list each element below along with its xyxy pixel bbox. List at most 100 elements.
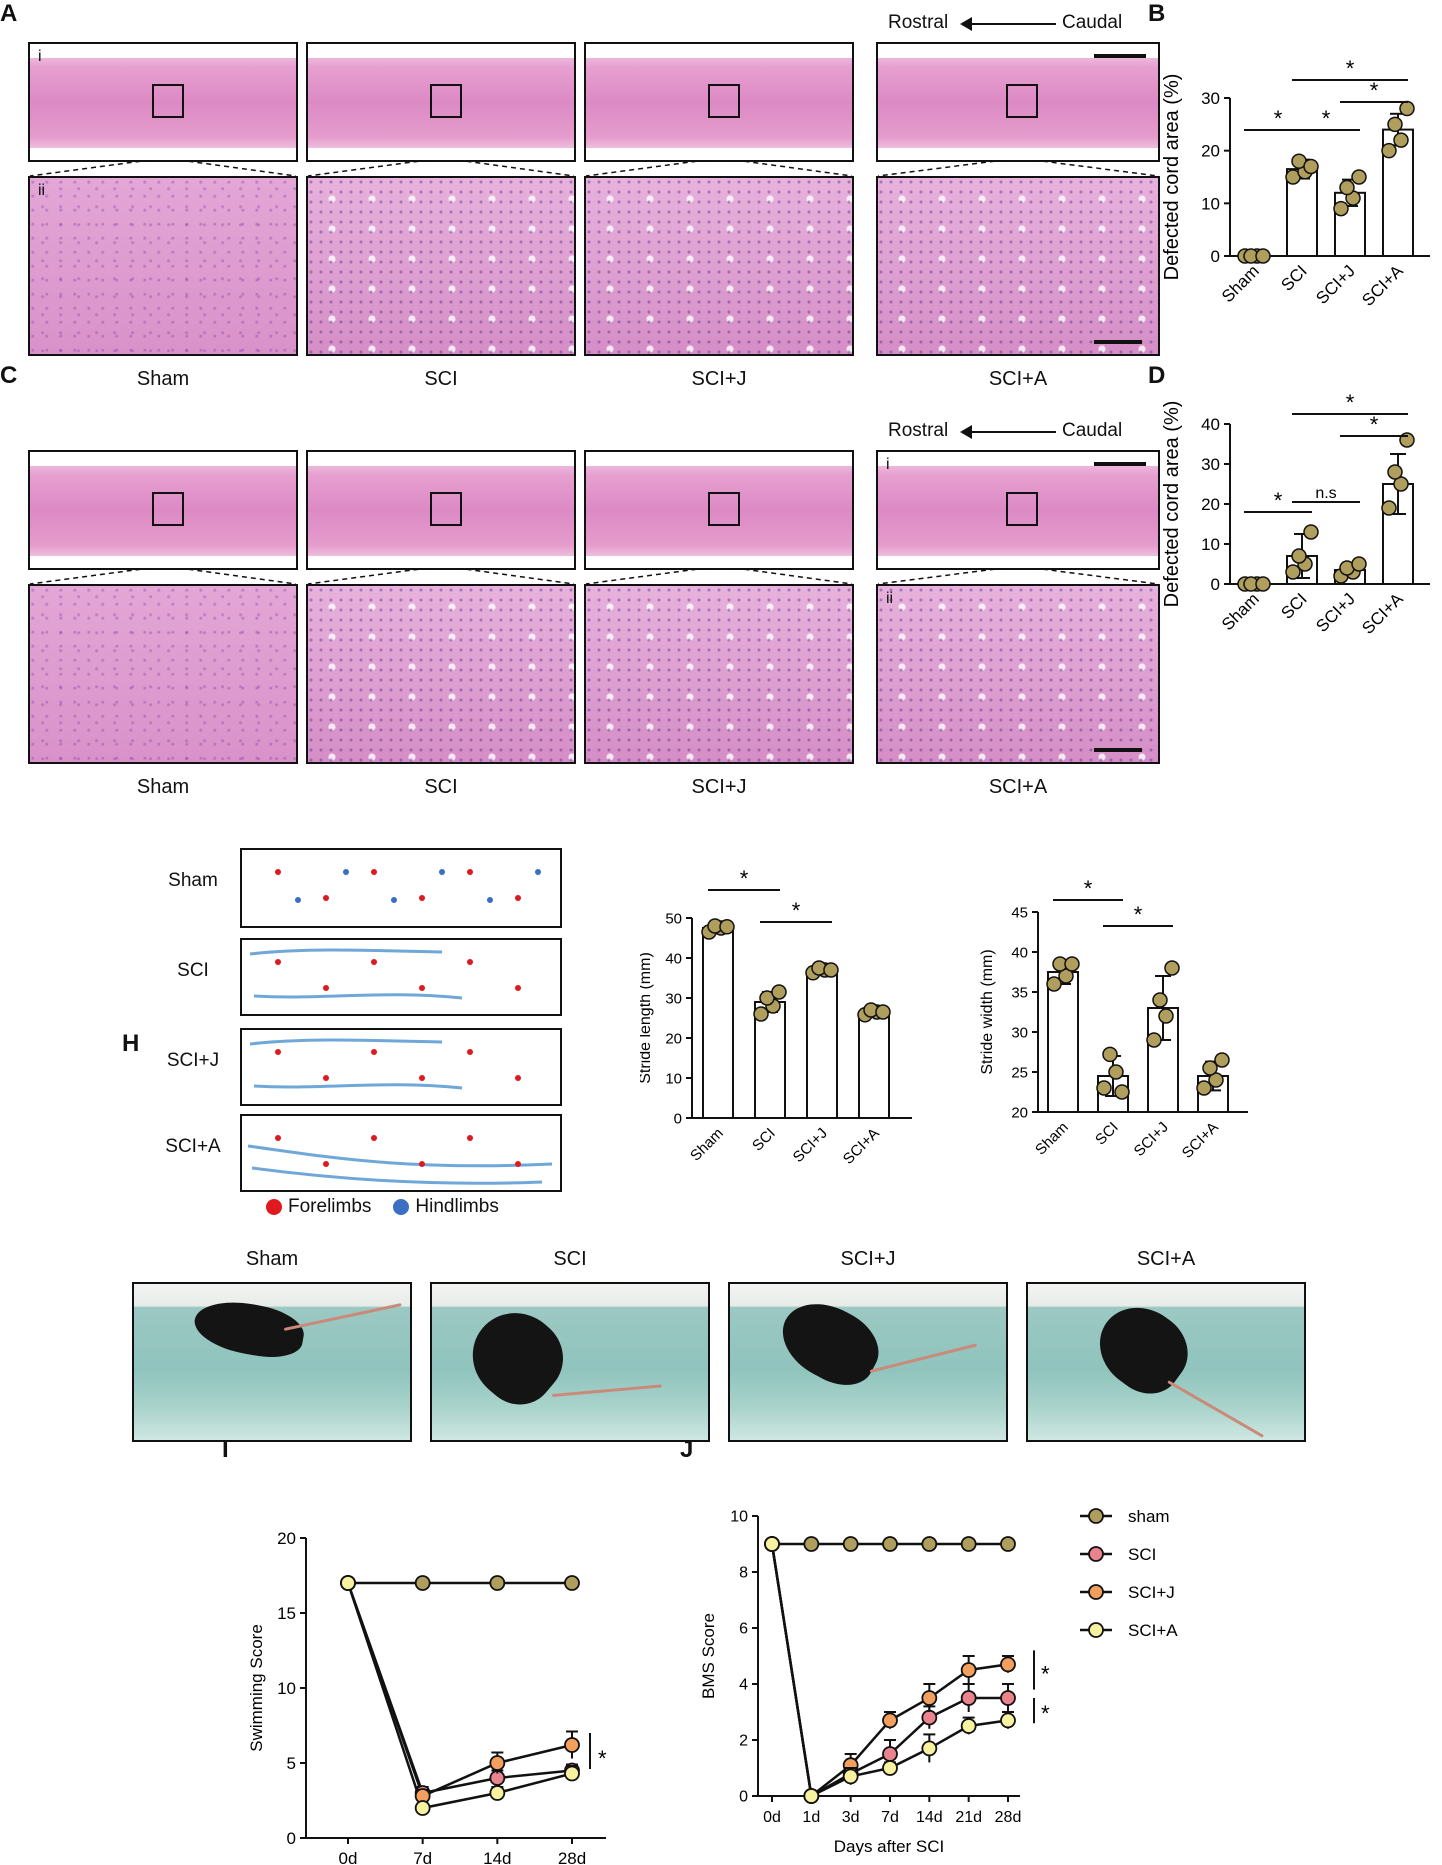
histology-high-mag: [876, 176, 1160, 356]
histology-high-mag: ii: [876, 584, 1160, 764]
panel-label-a: A: [0, 0, 18, 27]
tissue-edge: [586, 452, 852, 466]
histology-low-mag: [306, 42, 576, 162]
y-tick-label: 4: [739, 1677, 748, 1694]
y-tick-label: 20: [277, 1529, 296, 1548]
roi-box: [151, 84, 184, 118]
arrow-head-c: [960, 425, 972, 439]
y-tick-label: 40: [665, 950, 682, 967]
footprint-marks: [247, 1135, 553, 1185]
bar: [858, 1011, 890, 1119]
forelimb-print: [323, 985, 329, 991]
y-tick-label: 20: [1201, 495, 1220, 514]
data-point: [1339, 179, 1355, 196]
hindlimb-drag: [251, 1166, 543, 1185]
forelimb-print: [515, 985, 521, 991]
footprint-box: [240, 1114, 562, 1192]
y-tick-label: 35: [1011, 984, 1028, 1001]
series-point-sham: [842, 1536, 859, 1552]
series-point-sham: [564, 1575, 580, 1591]
forelimb-print: [371, 959, 377, 965]
y-tick-label: 50: [665, 910, 682, 927]
legend-label: SCI+A: [1128, 1621, 1178, 1640]
roman-numeral-ii: ii: [38, 182, 46, 199]
mouse-tail: [283, 1303, 402, 1331]
data-point: [719, 919, 735, 935]
x-tick-label: 1d: [802, 1809, 820, 1826]
chart-g: 20 25 30 35 40 45 Stride width (mm) Sham SCI SCI+…: [980, 876, 1248, 1162]
swim-group-label: SCI: [553, 1248, 587, 1270]
data-point: [1108, 1064, 1124, 1080]
chart-f: 0 10 20 30 40 50 Stride length (mm) Sham SCI SCI+…: [640, 866, 912, 1168]
bar: [806, 969, 838, 1119]
significance-label: *: [1084, 876, 1093, 901]
data-point: [1058, 968, 1074, 984]
forelimb-print: [419, 1161, 425, 1167]
group-label: SCI+J: [691, 776, 747, 798]
histology-low-mag: i: [876, 450, 1160, 570]
zoom-line-right: [1033, 568, 1159, 584]
series-line-sciJ: [346, 1582, 573, 1798]
chart-i: 0 5 10 15 20 0d 7d 14d 28d Swimming Score *: [250, 1529, 607, 1865]
legend-marker: [1088, 1584, 1104, 1600]
zoom-lines: [29, 160, 297, 176]
data-point: [759, 990, 775, 1006]
significance-label: *: [1041, 1701, 1050, 1726]
y-axis-label: Defected cord area (%): [1161, 401, 1183, 608]
legend-dot: [266, 1198, 282, 1215]
roi-box: [707, 84, 740, 118]
swim-photo: [430, 1282, 710, 1442]
zoom-lines: [877, 160, 1159, 176]
tissue-edge: [878, 44, 1158, 58]
y-axis-label: Defected cord area (%): [1161, 74, 1183, 281]
x-tick-label: SCI: [1277, 261, 1310, 294]
footprint-marks: [249, 948, 521, 1000]
forelimb-print: [515, 895, 521, 901]
histology-high-mag: [306, 584, 576, 764]
forelimb-print: [515, 1075, 521, 1081]
roman-numeral-ii: ii: [886, 590, 894, 607]
significance-label: *: [1346, 56, 1355, 81]
hindlimb-drag: [249, 1038, 443, 1046]
roi-box: [151, 492, 184, 526]
series-line-sciA: [346, 1582, 573, 1810]
tissue-edge: [878, 148, 1158, 160]
series-point-sham: [1000, 1536, 1016, 1552]
hindlimb-print: [535, 869, 541, 875]
significance-label: *: [1346, 392, 1355, 415]
y-axis-label: Swimming Score: [250, 1624, 266, 1752]
data-point: [1096, 1080, 1112, 1096]
swim-photo: [728, 1282, 1008, 1442]
panel-label-i: I: [222, 1436, 229, 1463]
tissue-edge: [30, 452, 296, 466]
zoom-line-right: [179, 568, 297, 584]
tissue-edge: [30, 148, 296, 160]
data-point: [1102, 1046, 1118, 1063]
y-tick-label: 5: [287, 1754, 296, 1773]
x-tick-label: 21d: [955, 1809, 982, 1826]
series-point-sciA: [842, 1768, 859, 1785]
y-axis-label: BMS Score: [700, 1613, 718, 1699]
zoom-line-left: [585, 160, 706, 176]
mouse-body: [454, 1295, 580, 1419]
roman-numeral-i: i: [38, 48, 42, 65]
data-point: [1164, 960, 1180, 976]
orientation-arrow-c: [964, 431, 1056, 433]
histology-low-mag: [584, 42, 854, 162]
mouse-tail: [869, 1343, 978, 1373]
data-point: [1158, 1008, 1174, 1024]
data-point: [1381, 500, 1397, 516]
series-point-sciA: [414, 1800, 431, 1816]
x-tick-label: Sham: [1032, 1119, 1072, 1159]
swim-photo: [1026, 1282, 1306, 1442]
x-tick-label: SCI+A: [1179, 1119, 1222, 1162]
group-label: SCI: [424, 776, 458, 798]
forelimb-print: [275, 1049, 281, 1055]
zoom-line-right: [179, 160, 297, 176]
forelimb-print: [323, 895, 329, 901]
y-axis-label: Stride width (mm): [980, 949, 996, 1074]
legend-marker: [1088, 1508, 1104, 1524]
data-point: [1333, 200, 1349, 217]
zoom-lines: [307, 160, 575, 176]
footprint-box: [240, 848, 562, 928]
